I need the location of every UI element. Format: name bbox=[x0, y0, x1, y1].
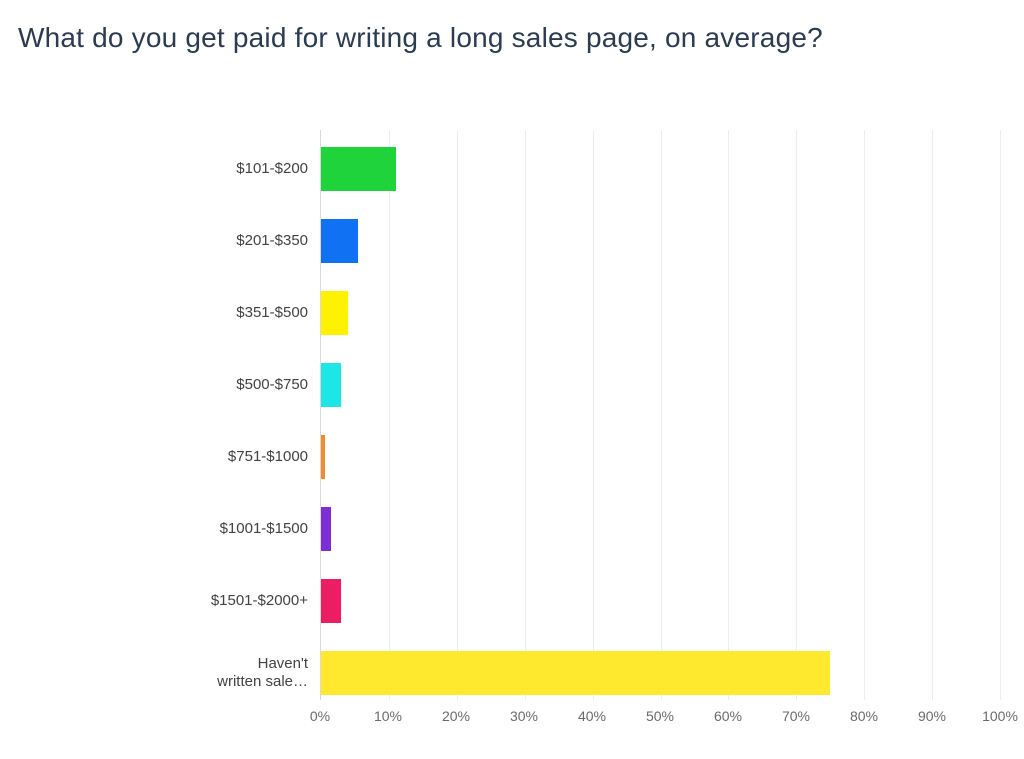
y-axis-label: $201-$350 bbox=[130, 232, 308, 250]
bar bbox=[321, 147, 396, 191]
y-axis-label: $500-$750 bbox=[130, 376, 308, 394]
bar bbox=[321, 291, 348, 335]
y-axis-label: $751-$1000 bbox=[130, 448, 308, 466]
x-axis: 0%10%20%30%40%50%60%70%80%90%100% bbox=[320, 700, 1000, 740]
gridline bbox=[389, 130, 390, 700]
gridline bbox=[796, 130, 797, 700]
bar bbox=[321, 363, 341, 407]
gridline bbox=[864, 130, 865, 700]
x-tick-label: 20% bbox=[442, 708, 470, 724]
gridline bbox=[932, 130, 933, 700]
gridline bbox=[593, 130, 594, 700]
x-tick-label: 50% bbox=[646, 708, 674, 724]
chart-area: $101-$200 $201-$350 $351-$500 $500-$750 $751… bbox=[130, 120, 1010, 740]
bar bbox=[321, 579, 341, 623]
y-axis-label: $1501-$2000+ bbox=[130, 592, 308, 610]
bar bbox=[321, 507, 331, 551]
plot-area bbox=[320, 130, 1000, 700]
gridline bbox=[728, 130, 729, 700]
x-tick-label: 0% bbox=[310, 708, 330, 724]
gridline bbox=[525, 130, 526, 700]
y-axis-label: $1001-$1500 bbox=[130, 520, 308, 538]
bar bbox=[321, 435, 325, 479]
gridline bbox=[661, 130, 662, 700]
x-tick-label: 30% bbox=[510, 708, 538, 724]
y-axis-label: $351-$500 bbox=[130, 304, 308, 322]
x-tick-label: 100% bbox=[982, 708, 1018, 724]
x-tick-label: 70% bbox=[782, 708, 810, 724]
x-tick-label: 40% bbox=[578, 708, 606, 724]
x-tick-label: 80% bbox=[850, 708, 878, 724]
y-axis-label: $101-$200 bbox=[130, 160, 308, 178]
chart-title: What do you get paid for writing a long … bbox=[0, 0, 1024, 54]
y-axis-label: Haven't written sale… bbox=[130, 655, 308, 691]
gridline bbox=[457, 130, 458, 700]
x-tick-label: 60% bbox=[714, 708, 742, 724]
y-axis-labels: $101-$200 $201-$350 $351-$500 $500-$750 $751… bbox=[130, 130, 320, 700]
x-tick-label: 90% bbox=[918, 708, 946, 724]
bar bbox=[321, 651, 830, 695]
gridline bbox=[1000, 130, 1001, 700]
x-tick-label: 10% bbox=[374, 708, 402, 724]
bar bbox=[321, 219, 358, 263]
